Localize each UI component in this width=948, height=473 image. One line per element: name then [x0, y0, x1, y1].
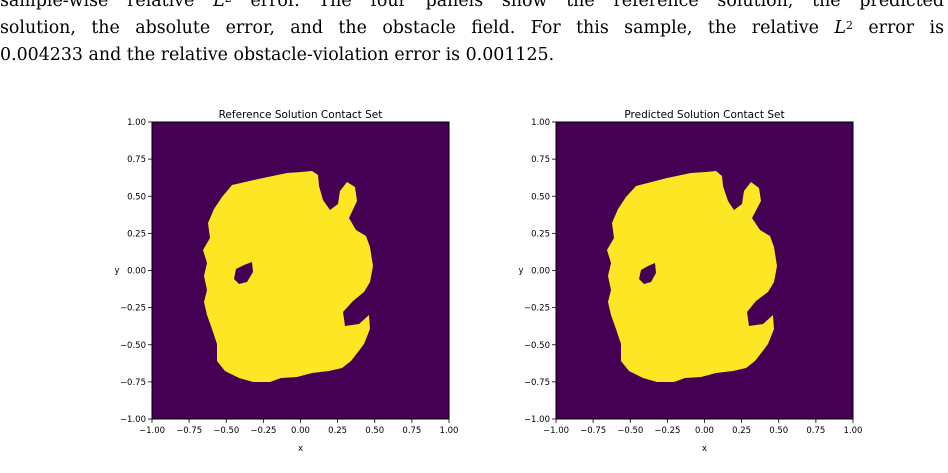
y-tick-label: 1.00: [127, 118, 146, 128]
x-tick-label: 1.00: [440, 426, 459, 436]
caption-line-3: 0.004233 and the relative obstacle-viola…: [0, 45, 555, 65]
y-tick-label: 0.25: [531, 229, 550, 239]
x-tick-label: −0.50: [617, 426, 643, 436]
x-tick-label: −1.00: [543, 426, 569, 436]
x-tick-label: 1.00: [844, 426, 863, 436]
y-tick-label: 0.00: [127, 267, 146, 277]
x-tick-label: 0.75: [402, 426, 421, 436]
y-tick-label: 0.00: [531, 267, 550, 277]
x-tick-label: 0.25: [732, 426, 751, 436]
x-axis-label: x: [702, 444, 707, 454]
contact-set-region: [203, 171, 373, 382]
y-tick-label: −0.50: [524, 341, 550, 351]
caption-line-2: solution, the absolute error, and the ob…: [0, 18, 944, 38]
x-tick-label: 0.00: [291, 426, 310, 436]
panel-title: Predicted Solution Contact Set: [624, 109, 784, 121]
x-tick-label: −0.50: [213, 426, 239, 436]
contact-set-region: [607, 171, 777, 382]
y-tick-label: −0.75: [524, 378, 550, 388]
y-tick-label: −0.25: [524, 304, 550, 314]
x-tick-label: 0.50: [769, 426, 788, 436]
y-tick-label: 0.75: [531, 155, 550, 165]
reference-contact-set-panel: Reference Solution Contact Set x y −1.00…: [114, 109, 458, 454]
caption-line-1: sample-wise relative L2 error. The four …: [0, 0, 944, 11]
y-axis-label: y: [518, 266, 523, 276]
y-tick-label: −1.00: [120, 415, 146, 425]
x-tick-label: −0.75: [580, 426, 606, 436]
x-axis-label: x: [298, 444, 303, 454]
x-tick-label: −1.00: [139, 426, 165, 436]
x-tick-label: −0.25: [250, 426, 276, 436]
y-tick-label: −0.25: [120, 304, 146, 314]
y-tick-label: −0.50: [120, 341, 146, 351]
x-tick-label: 0.50: [365, 426, 384, 436]
y-tick-label: 0.50: [127, 192, 146, 202]
x-tick-label: 0.25: [328, 426, 347, 436]
y-tick-label: 0.75: [127, 155, 146, 165]
x-tick-label: 0.00: [695, 426, 714, 436]
y-tick-label: 0.50: [531, 192, 550, 202]
y-tick-label: −1.00: [524, 415, 550, 425]
x-tick-label: 0.75: [806, 426, 825, 436]
y-axis-label: y: [114, 266, 119, 276]
x-tick-label: −0.75: [176, 426, 202, 436]
y-tick-label: 0.25: [127, 229, 146, 239]
predicted-contact-set-panel: Predicted Solution Contact Set x y −1.00…: [518, 109, 862, 454]
panel-title: Reference Solution Contact Set: [219, 109, 383, 121]
x-tick-label: −0.25: [654, 426, 680, 436]
y-tick-label: −0.75: [120, 378, 146, 388]
y-tick-label: 1.00: [531, 118, 550, 128]
